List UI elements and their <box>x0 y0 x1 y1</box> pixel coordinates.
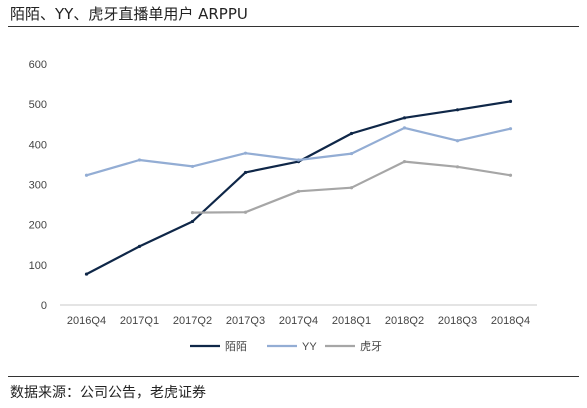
source-divider <box>8 376 579 377</box>
chart-title: 陌陌、YY、虎牙直播单用户 ARPPU <box>10 5 248 23</box>
x-tick-label-3: 2017Q3 <box>226 315 265 327</box>
y-tick-label-1: 100 <box>29 260 47 272</box>
x-tick-label-2: 2017Q2 <box>173 315 212 327</box>
legend-label-1: YY <box>302 341 317 353</box>
y-tick-label-2: 200 <box>29 220 47 232</box>
x-tick-label-5: 2018Q1 <box>332 315 371 327</box>
data-point-2-4 <box>296 189 301 193</box>
x-tick-label-4: 2017Q4 <box>279 315 318 327</box>
y-tick-label-0: 0 <box>41 300 47 312</box>
data-point-2-5 <box>349 186 354 190</box>
chart-series <box>84 99 513 276</box>
legend-label-0: 陌陌 <box>225 340 247 353</box>
x-tick-label-0: 2016Q4 <box>67 315 106 327</box>
data-point-1-2 <box>190 164 195 169</box>
data-source-note: 数据来源：公司公告，老虎证券 <box>10 385 206 401</box>
data-point-0-7 <box>455 108 460 112</box>
x-tick-label-1: 2017Q1 <box>120 315 159 327</box>
data-point-1-6 <box>402 126 407 130</box>
data-point-0-3 <box>243 170 248 175</box>
y-tick-label-5: 500 <box>29 99 47 111</box>
data-point-2-8 <box>508 173 513 177</box>
data-point-2-7 <box>455 165 460 169</box>
data-point-0-2 <box>190 219 195 224</box>
data-point-1-5 <box>349 151 354 156</box>
title-divider <box>8 26 579 27</box>
data-point-1-3 <box>243 151 248 155</box>
data-point-0-1 <box>137 244 142 248</box>
line-chart: 0 100 200 300 400 500 600 2016Q4 2017Q1 2017Q2 201… <box>29 59 537 353</box>
data-point-0-0 <box>84 272 89 276</box>
data-point-1-8 <box>508 127 513 131</box>
series-line-1 <box>85 126 512 177</box>
y-tick-label-3: 300 <box>29 180 47 192</box>
chart-legend: 陌陌 YY 虎牙 <box>190 340 382 353</box>
x-tick-label-7: 2018Q3 <box>438 315 477 327</box>
data-point-1-0 <box>84 173 89 177</box>
data-point-1-4 <box>296 158 301 162</box>
y-tick-label-4: 400 <box>29 139 47 151</box>
data-point-1-1 <box>137 158 142 162</box>
data-point-1-7 <box>455 139 460 143</box>
y-tick-label-6: 600 <box>29 59 47 71</box>
data-point-0-6 <box>402 116 407 120</box>
data-point-2-6 <box>402 160 407 164</box>
data-point-2-3 <box>243 210 248 214</box>
data-point-0-5 <box>349 131 354 136</box>
data-point-2-2 <box>190 211 195 215</box>
data-point-0-8 <box>508 99 513 103</box>
x-tick-label-6: 2018Q2 <box>385 315 424 327</box>
x-tick-label-8: 2018Q4 <box>491 315 530 327</box>
series-line-0 <box>85 100 512 276</box>
legend-label-2: 虎牙 <box>360 340 382 353</box>
chart-axes: 0 100 200 300 400 500 600 2016Q4 2017Q1 2017Q2 201… <box>29 59 537 327</box>
